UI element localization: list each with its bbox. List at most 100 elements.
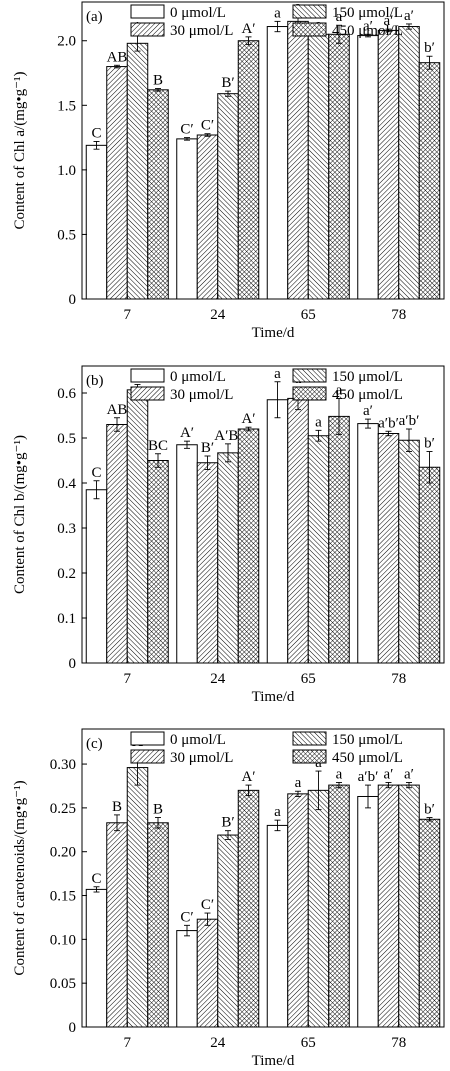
chart-panel-1: CC′aa′ABC′aa′AB′aa′BA′ab′00.51.01.52.072… <box>12 0 445 341</box>
significance-label: C′ <box>201 118 214 134</box>
bar <box>377 29 400 300</box>
y-tick-label: 0.10 <box>50 932 76 948</box>
significance-label: a <box>295 775 302 791</box>
x-axis-title: Time/d <box>252 1053 295 1069</box>
x-tick-label: 7 <box>124 671 132 687</box>
bar <box>237 40 260 300</box>
bar <box>418 466 441 664</box>
bar <box>126 767 149 1028</box>
legend-swatch <box>292 386 327 401</box>
significance-label: b′ <box>424 40 435 56</box>
bar <box>307 435 330 664</box>
y-tick-label: 0.5 <box>57 431 76 447</box>
y-tick-label: 1.5 <box>57 98 76 114</box>
bar <box>357 35 379 300</box>
legend-label: 0 μmol/L <box>170 5 226 21</box>
significance-label: a <box>315 414 322 430</box>
legend-swatch <box>130 386 165 401</box>
chart-panel-3: CC′aa′b′BC′aa′AB′aa′BA′ab′00.050.100.150… <box>12 728 445 1069</box>
bar <box>176 444 198 664</box>
x-tick-label: 24 <box>210 671 226 687</box>
bar <box>418 62 441 300</box>
x-tick-label: 65 <box>301 671 316 687</box>
legend-label: 30 μmol/L <box>170 23 233 39</box>
bar <box>377 784 400 1028</box>
legend-label: 450 μmol/L <box>332 23 403 39</box>
significance-label: A′ <box>241 411 255 427</box>
legend-swatch <box>130 368 165 383</box>
x-tick-label: 24 <box>210 307 226 323</box>
legend: 0 μmol/L 30 μmol/L 150 μmol/L 450 μmol/L <box>130 368 403 403</box>
significance-label: B′ <box>201 440 214 456</box>
significance-label: B <box>153 73 163 89</box>
legend-label: 30 μmol/L <box>170 750 233 766</box>
bar <box>85 888 108 1028</box>
significance-label: BC <box>148 438 168 454</box>
x-tick-label: 7 <box>124 1035 132 1051</box>
panel-label: (b) <box>86 373 104 389</box>
significance-label: a′ <box>363 403 373 419</box>
bar <box>398 26 420 300</box>
legend-label: 30 μmol/L <box>170 387 233 403</box>
bar <box>328 33 350 300</box>
significance-label: a′ <box>404 8 414 24</box>
bar <box>266 824 289 1028</box>
x-axis-title: Time/d <box>252 689 295 705</box>
significance-label: b′ <box>424 802 435 818</box>
legend-label: 150 μmol/L <box>332 732 403 748</box>
y-axis-title: Content of carotenoids/(mg•g⁻¹) <box>12 780 28 975</box>
legend-label: 0 μmol/L <box>170 369 226 385</box>
x-tick-label: 78 <box>391 1035 406 1051</box>
y-axis-title: Content of Chl a/(mg•g⁻¹) <box>12 71 28 229</box>
bar <box>328 415 350 664</box>
y-tick-label: 0.30 <box>50 757 76 773</box>
bar <box>287 20 309 300</box>
significance-label: B <box>153 802 163 818</box>
bar <box>85 144 108 300</box>
x-axis-title: Time/d <box>252 325 295 341</box>
bar <box>106 66 128 300</box>
bar <box>398 784 420 1028</box>
significance-label: b′ <box>424 436 435 452</box>
bar <box>217 834 239 1028</box>
y-tick-label: 0 <box>69 292 77 308</box>
bar <box>237 428 260 664</box>
bar <box>106 822 128 1028</box>
bar <box>307 33 330 300</box>
significance-label: a <box>336 766 343 782</box>
y-axis-title: Content of Chl b/(mg•g⁻¹) <box>12 435 28 594</box>
bar <box>85 489 108 664</box>
x-tick-label: 78 <box>391 671 406 687</box>
x-tick-label: 78 <box>391 307 406 323</box>
bar <box>196 918 219 1028</box>
bar <box>357 423 379 664</box>
y-tick-label: 0 <box>69 656 77 672</box>
bar <box>398 439 420 664</box>
legend-swatch <box>130 731 165 746</box>
significance-label: a′ <box>404 766 414 782</box>
panel-label: (c) <box>86 736 103 752</box>
legend-swatch <box>130 22 165 37</box>
panel-label: (a) <box>86 9 103 25</box>
significance-label: C′ <box>180 909 193 925</box>
significance-label: AB <box>107 49 128 65</box>
legend: 0 μmol/L 30 μmol/L 150 μmol/L 450 μmol/L <box>130 731 403 766</box>
significance-label: a′ <box>384 13 394 29</box>
legend-swatch <box>292 368 327 383</box>
bar <box>176 930 198 1028</box>
bar <box>147 89 169 300</box>
bar <box>196 462 219 664</box>
bar <box>266 26 289 300</box>
significance-label: A′ <box>241 769 255 785</box>
bar <box>377 433 400 664</box>
y-tick-label: 0.05 <box>50 976 76 992</box>
bar <box>266 399 289 664</box>
y-tick-label: 0.15 <box>50 889 76 905</box>
legend-swatch <box>292 22 327 37</box>
significance-label: C <box>91 465 101 481</box>
bar <box>418 818 441 1028</box>
legend-swatch <box>292 731 327 746</box>
bar <box>287 397 309 664</box>
x-tick-label: 24 <box>210 1035 226 1051</box>
